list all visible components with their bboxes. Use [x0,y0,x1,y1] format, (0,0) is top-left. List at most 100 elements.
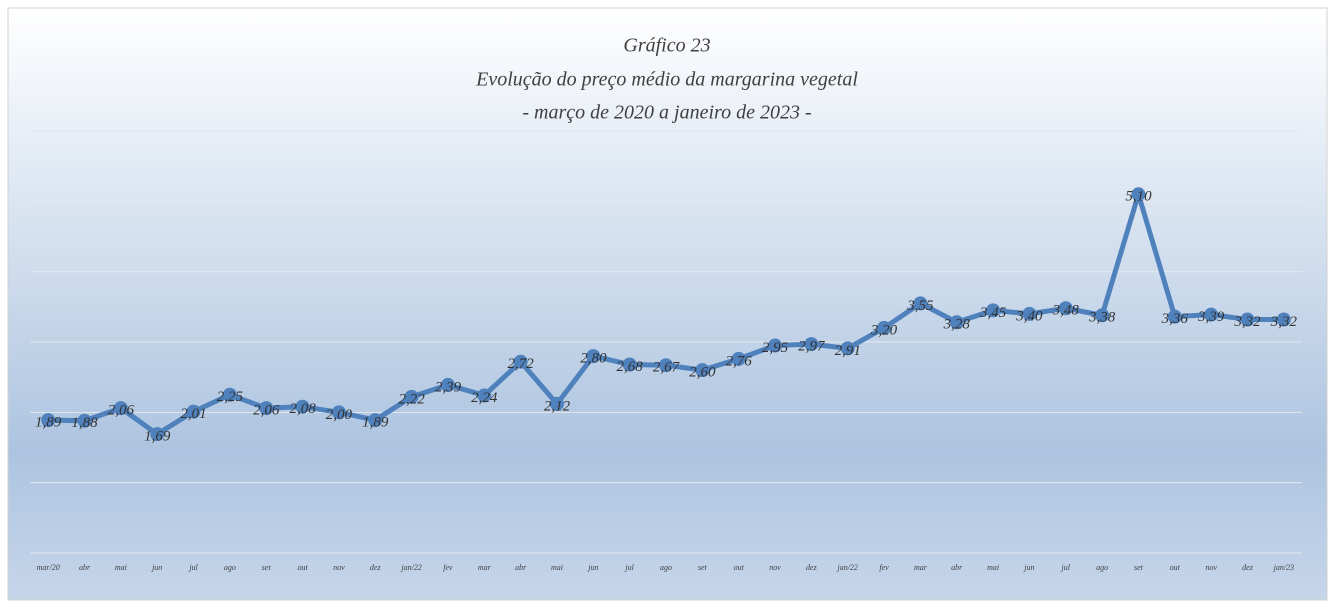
data-label: 3,55 [906,298,934,314]
data-point [1204,307,1219,322]
data-point [1276,312,1291,327]
x-tick-label: mai [987,563,999,572]
data-point [586,349,601,364]
data-point [1058,301,1073,316]
data-point [913,296,928,311]
data-point [440,377,455,392]
x-tick-label: jun [1023,563,1034,572]
data-label: 2,91 [835,343,861,359]
data-point [477,388,492,403]
data-point [949,315,964,330]
x-tick-label: mar [478,563,492,572]
x-tick-label: set [262,563,272,572]
data-label: 3,28 [943,317,971,333]
x-tick-label: out [297,563,308,572]
x-tick-label: dez [1242,563,1254,572]
x-tick-label: set [1134,563,1144,572]
x-tick-label: out [1170,563,1181,572]
x-tick-label: jan/22 [836,563,857,572]
x-tick-label: jan/22 [400,563,421,572]
data-label: 2,06 [253,403,280,419]
x-tick-label: nov [769,563,781,572]
x-tick-label: jul [188,563,198,572]
data-point [113,401,128,416]
data-point [659,358,673,373]
data-point [150,427,165,442]
data-point [259,401,274,416]
data-label: 2,95 [762,340,789,356]
data-label: 3,20 [870,322,898,338]
data-label: 1,88 [71,415,98,431]
chart-title: Gráfico 23 [623,35,710,57]
x-tick-label: nov [333,563,345,572]
x-tick-label: out [734,563,745,572]
data-point [222,387,237,402]
x-tick-label: abr [79,563,91,572]
data-point [986,303,1001,318]
x-tick-label: ago [1096,563,1108,572]
data-point [404,389,419,404]
x-tick-label: set [698,563,708,572]
x-tick-label: dez [370,563,382,572]
data-point [77,413,92,428]
data-label: 2,00 [326,407,353,423]
data-label: 2,68 [617,359,644,375]
x-tick-label: ago [224,563,236,572]
x-tick-label: mar/20 [37,563,60,572]
data-label: 5,10 [1125,189,1152,205]
x-tick-label: fev [879,563,889,572]
data-point [331,405,346,420]
x-tick-label: abr [951,563,963,572]
x-tick-label: mai [115,563,127,572]
x-tick-label: mai [551,563,563,572]
data-label: 1,89 [362,415,389,431]
chart-subtitle: - março de 2020 a janeiro de 2023 - [522,102,811,124]
x-tick-label: ago [660,563,672,572]
data-point [1095,308,1110,323]
data-label: 2,12 [544,398,571,414]
data-point [695,363,710,378]
data-label: 2,08 [289,401,316,417]
data-label: 2,22 [398,391,425,407]
x-tick-label: jul [1061,563,1071,572]
data-point [622,357,637,372]
data-label: 3,48 [1052,303,1080,319]
data-point [186,404,201,419]
data-label: 3,39 [1197,309,1225,325]
x-tick-label: jan/23 [1273,563,1294,572]
x-tick-label: jul [624,563,634,572]
data-point [1167,309,1182,324]
data-point [513,354,528,369]
data-point [804,337,819,352]
data-label: 2,67 [653,360,681,376]
data-label: 2,39 [435,379,462,395]
x-tick-label: jun [587,563,598,572]
data-label: 2,01 [180,406,206,422]
x-tick-label: abr [515,563,527,572]
data-label: 1,69 [144,429,171,445]
data-label: 3,32 [1270,314,1298,330]
data-label: 3,40 [1015,308,1043,324]
data-point [1022,306,1037,321]
data-point [1131,187,1146,202]
x-tick-label: mar [914,563,928,572]
x-tick-label: fev [443,563,453,572]
data-point [840,341,855,356]
data-point [549,396,564,411]
data-point [1240,312,1255,327]
data-point [41,413,56,428]
data-point [295,399,310,414]
data-label: 3,32 [1233,314,1261,330]
x-tick-label: dez [806,563,818,572]
data-label: 2,72 [508,356,535,372]
data-label: 2,06 [108,403,135,419]
data-label: 2,25 [217,389,244,405]
chart-title: Evolução do preço médio da margarina veg… [475,69,858,91]
data-point [368,413,383,428]
data-label: 2,80 [580,351,607,367]
data-label: 1,89 [35,415,62,431]
x-tick-label: jun [151,563,162,572]
data-label: 3,38 [1088,310,1116,326]
chart-background [7,7,1328,601]
